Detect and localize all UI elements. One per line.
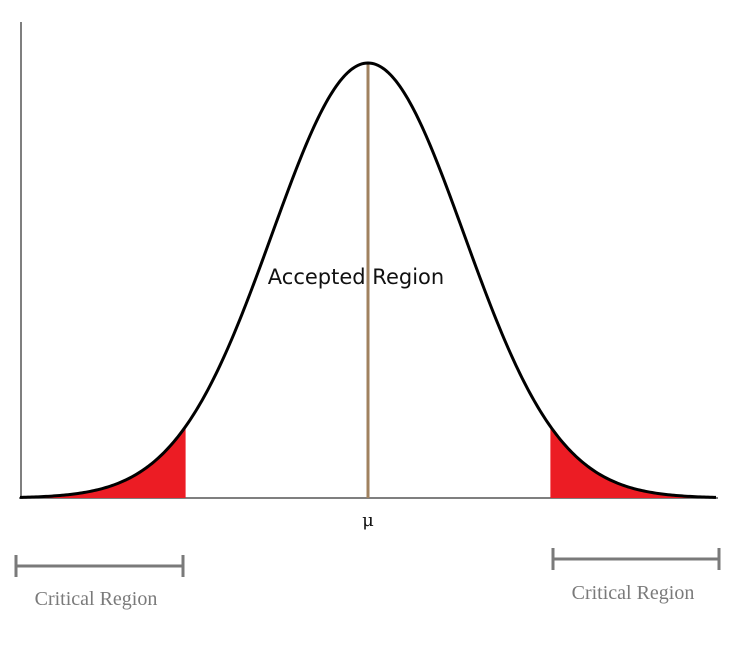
right-critical-region-bracket bbox=[551, 548, 721, 570]
left-critical-region-fill bbox=[20, 426, 186, 498]
mean-symbol-label: μ bbox=[362, 510, 374, 531]
right-critical-region-label: Critical Region bbox=[572, 582, 695, 604]
left-critical-region-label: Critical Region bbox=[35, 588, 158, 610]
left-critical-region-bracket bbox=[14, 555, 185, 577]
bell-curve bbox=[19, 61, 717, 499]
accepted-region-label: Accepted Region bbox=[268, 265, 444, 289]
right-critical-region-fill bbox=[550, 426, 716, 498]
